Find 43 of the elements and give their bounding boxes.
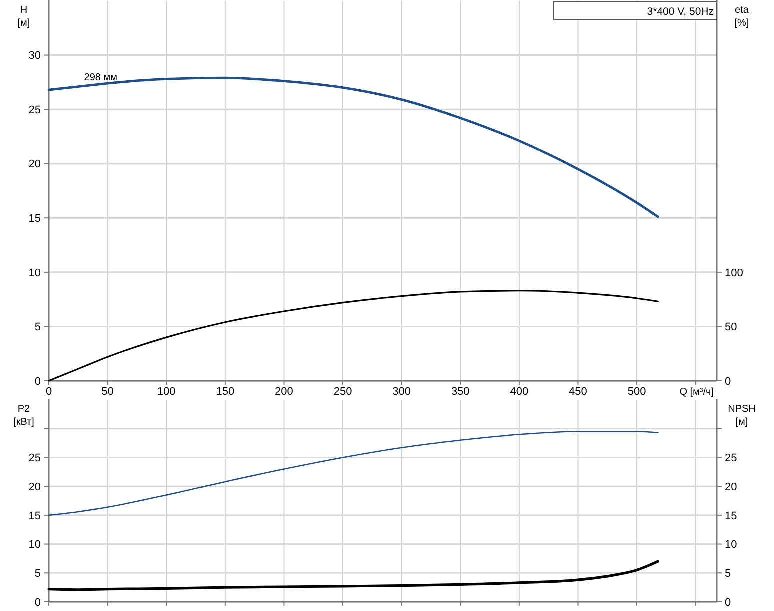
x-tick-label: 50 bbox=[102, 386, 114, 398]
y2-tick-label: 0 bbox=[725, 596, 732, 609]
y2-tick-label: 0 bbox=[725, 376, 732, 388]
x-tick-label: 250 bbox=[334, 386, 352, 398]
y-tick-label: 25 bbox=[28, 104, 41, 116]
y2-tick-label: 5 bbox=[725, 568, 732, 580]
y-axis-title: H [м] bbox=[18, 5, 30, 29]
x-axis-title: Q [м³/ч] bbox=[680, 387, 714, 398]
y-tick-label: 30 bbox=[28, 50, 41, 62]
x-tick-label: 450 bbox=[569, 386, 588, 398]
y-tick-label: 15 bbox=[28, 510, 41, 522]
x-tick-label: 200 bbox=[275, 386, 294, 398]
y2-tick-label: 50 bbox=[725, 322, 738, 334]
y2-tick-label: 10 bbox=[725, 539, 738, 552]
y2-tick-label: 25 bbox=[725, 452, 738, 465]
line-series bbox=[48, 290, 659, 382]
y-tick-label: 20 bbox=[28, 481, 41, 494]
y-tick-label: 15 bbox=[28, 212, 41, 225]
x-tick-label: 150 bbox=[216, 386, 235, 398]
x-tick-label: 300 bbox=[392, 386, 411, 398]
line-series bbox=[48, 431, 659, 516]
y-tick-label: 0 bbox=[34, 596, 41, 609]
line-series bbox=[48, 560, 660, 592]
y-tick-label: 0 bbox=[34, 376, 41, 388]
x-tick-label: 350 bbox=[451, 386, 470, 398]
y2-tick-label: 15 bbox=[725, 510, 738, 522]
x-tick-label: 0 bbox=[46, 386, 52, 398]
y-tick-label: 5 bbox=[34, 322, 41, 334]
y2-axis-title: eta [%] bbox=[734, 5, 750, 29]
y-tick-label: 10 bbox=[28, 267, 41, 280]
annotation: 298 мм bbox=[84, 72, 118, 84]
y-tick-label: 25 bbox=[28, 452, 41, 465]
text: 3*400 V, 50Hz bbox=[647, 6, 714, 18]
y-tick-label: 5 bbox=[34, 568, 41, 580]
y2-axis-title: NPSH [м] bbox=[728, 404, 756, 428]
y2-tick-label: 100 bbox=[725, 267, 744, 280]
y-axis-title: P2 [кВт] bbox=[14, 404, 35, 428]
x-tick-label: 100 bbox=[157, 386, 176, 398]
y2-tick-label: 20 bbox=[725, 481, 738, 494]
x-tick-label: 400 bbox=[510, 386, 529, 398]
x-tick-label: 500 bbox=[628, 386, 646, 398]
y-tick-label: 20 bbox=[28, 158, 41, 171]
y-tick-label: 10 bbox=[28, 539, 41, 552]
